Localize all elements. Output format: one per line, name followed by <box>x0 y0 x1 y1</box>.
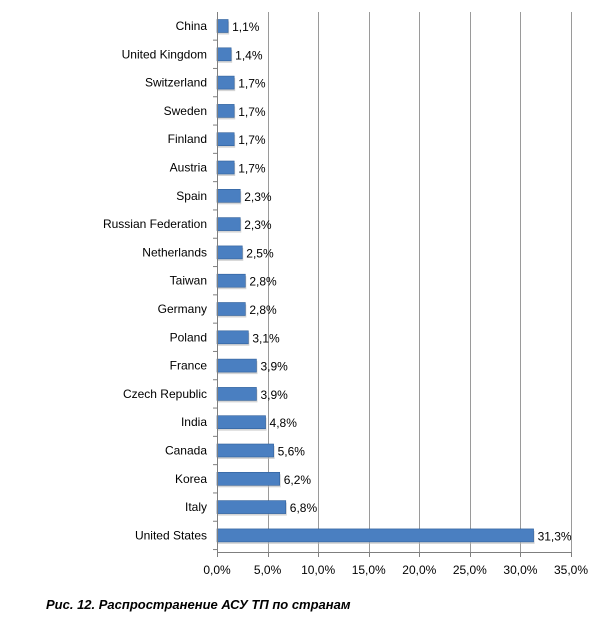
data-label: 2,3% <box>244 218 272 232</box>
category-label: Austria <box>170 161 208 175</box>
grid-lines <box>268 12 572 552</box>
category-label: United States <box>135 528 207 542</box>
bar <box>216 132 235 146</box>
bar <box>216 500 287 514</box>
category-label: Poland <box>170 330 207 344</box>
data-label: 2,8% <box>249 275 277 289</box>
data-label: 2,5% <box>246 246 274 260</box>
data-label: 3,9% <box>260 388 288 402</box>
data-label: 6,2% <box>284 473 312 487</box>
category-label: Finland <box>168 132 207 146</box>
x-tick-label: 0,0% <box>203 563 231 577</box>
bar <box>216 330 249 345</box>
bar <box>216 19 229 33</box>
category-label: Sweden <box>164 104 207 118</box>
x-tick-label: 35,0% <box>554 563 588 577</box>
bar <box>216 245 243 260</box>
bar <box>216 75 235 90</box>
data-label: 2,3% <box>244 190 272 204</box>
category-label: Russian Federation <box>103 217 207 231</box>
data-label: 3,1% <box>252 331 280 345</box>
x-tick-label: 15,0% <box>352 563 386 577</box>
category-label: Taiwan <box>170 274 207 288</box>
data-label: 5,6% <box>278 445 306 459</box>
labels: 0,0% 5,0% 10,0% 15,0% 20,0% 25,0% 30,0% 35,0% Ch… <box>103 19 588 577</box>
bar <box>216 471 281 486</box>
x-tick-label: 20,0% <box>402 563 436 577</box>
bar <box>216 415 266 430</box>
category-label: India <box>181 415 207 429</box>
bar <box>216 189 241 203</box>
category-label: Spain <box>176 189 207 203</box>
category-label: Korea <box>175 472 207 486</box>
bar <box>216 387 257 401</box>
bar <box>216 47 232 62</box>
bar <box>216 160 235 175</box>
bar <box>216 104 235 118</box>
data-label: 1,1% <box>232 20 260 34</box>
bar <box>216 358 257 373</box>
x-tick-label: 10,0% <box>301 563 335 577</box>
data-label: 3,9% <box>260 360 288 374</box>
category-label: Czech Republic <box>123 387 207 401</box>
category-label: France <box>170 359 208 373</box>
axes <box>213 12 572 557</box>
data-label: 4,8% <box>270 416 298 430</box>
bars <box>216 19 535 544</box>
category-label: China <box>176 19 208 33</box>
bar <box>216 528 534 543</box>
bar <box>216 217 241 231</box>
data-label: 2,8% <box>249 303 277 317</box>
x-tick-label: 30,0% <box>503 563 537 577</box>
bar-chart: 0,0% 5,0% 10,0% 15,0% 20,0% 25,0% 30,0% 35,0% Ch… <box>103 12 588 577</box>
category-label: Netherlands <box>142 245 207 259</box>
bar <box>216 443 274 458</box>
data-label: 6,8% <box>290 501 318 515</box>
category-label: Switzerland <box>145 76 207 90</box>
data-label: 1,7% <box>238 77 266 91</box>
data-label: 1,7% <box>238 133 266 147</box>
bar <box>216 273 246 288</box>
figure-caption: Рис. 12. Распространение АСУ ТП по стран… <box>46 597 351 612</box>
x-tick-label: 5,0% <box>254 563 282 577</box>
data-label: 1,4% <box>235 48 263 62</box>
x-tick-label: 25,0% <box>453 563 487 577</box>
category-label: Germany <box>158 302 207 316</box>
category-label: Italy <box>185 500 207 514</box>
data-label: 1,7% <box>238 105 266 119</box>
bar <box>216 302 246 316</box>
category-label: Canada <box>165 444 207 458</box>
data-label: 1,7% <box>238 162 266 176</box>
data-label: 31,3% <box>538 529 572 543</box>
category-label: United Kingdom <box>122 47 207 61</box>
